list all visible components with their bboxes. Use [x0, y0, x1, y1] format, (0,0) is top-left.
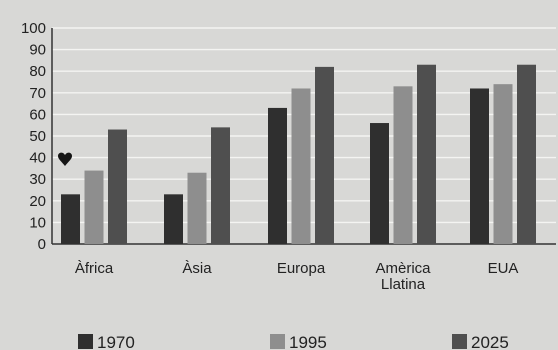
y-tick-label-0: 0 [38, 236, 46, 253]
y-tick-label-50: 50 [29, 128, 46, 145]
x-category-label-0-0: Àfrica [75, 260, 114, 277]
x-category-label-1-0: Àsia [182, 260, 212, 277]
x-category-label-4-0: EUA [488, 260, 519, 277]
heart-icon [58, 152, 72, 166]
legend-swatch-2025 [452, 334, 467, 349]
legend-swatch-1970 [78, 334, 93, 349]
y-tick-label-40: 40 [29, 150, 46, 167]
bar-1995-4 [493, 84, 513, 244]
y-tick-label-90: 90 [29, 42, 46, 59]
y-tick-label-80: 80 [29, 63, 46, 80]
bar-2025-0 [108, 129, 127, 244]
bar-1995-1 [187, 172, 207, 244]
legend-label-1995: 1995 [289, 333, 327, 350]
bar-1970-1 [164, 194, 183, 244]
y-tick-label-60: 60 [29, 106, 46, 123]
bar-1995-2 [291, 88, 311, 244]
y-tick-label-70: 70 [29, 85, 46, 102]
bar-2025-2 [315, 66, 334, 244]
bar-1970-4 [470, 88, 489, 244]
legend-label-1970: 1970 [97, 333, 135, 350]
bar-2025-3 [417, 64, 436, 244]
y-tick-label-100: 100 [21, 20, 46, 37]
legend-swatch-1995 [270, 334, 285, 349]
bar-1995-3 [393, 86, 413, 244]
bar-1970-3 [370, 123, 389, 244]
x-category-label-3-0: Amèrica [375, 260, 431, 277]
bar-1970-0 [61, 194, 80, 244]
x-category-label-2-0: Europa [277, 260, 326, 277]
y-tick-label-10: 10 [29, 214, 46, 231]
bar-1970-2 [268, 107, 287, 244]
legend-label-2025: 2025 [471, 333, 509, 350]
x-category-label-3-1: Llatina [381, 276, 426, 293]
bar-2025-4 [517, 64, 536, 244]
y-tick-label-20: 20 [29, 193, 46, 210]
bar-2025-1 [211, 127, 230, 244]
bar-1995-0 [84, 170, 104, 244]
y-tick-label-30: 30 [29, 171, 46, 188]
